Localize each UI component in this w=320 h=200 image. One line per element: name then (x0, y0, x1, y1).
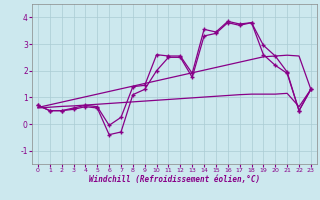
X-axis label: Windchill (Refroidissement éolien,°C): Windchill (Refroidissement éolien,°C) (89, 175, 260, 184)
